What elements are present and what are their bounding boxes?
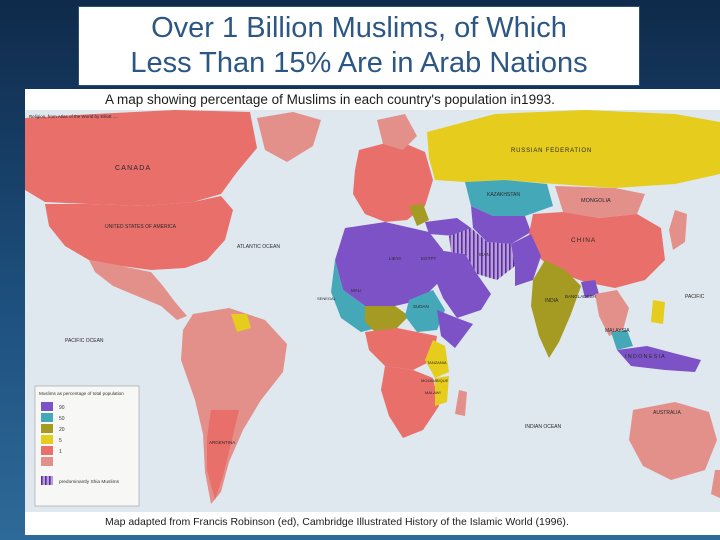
region-southern-africa: [381, 366, 439, 438]
label-pacific: PACIFIC OCEAN: [65, 338, 104, 344]
slide-title: Over 1 Billion Muslims, of Which Less Th…: [78, 6, 640, 86]
legend-label-5: 5: [59, 438, 62, 444]
label-malawi: MALAWI: [425, 390, 441, 395]
region-india: [531, 260, 581, 358]
legend-title: Muslims as percentage of total populatio…: [39, 391, 124, 396]
region-kazakhstan: [465, 180, 553, 216]
legend-swatch-shia: [41, 476, 53, 485]
map-credit: Map adapted from Francis Robinson (ed), …: [105, 516, 569, 528]
label-libya: LIBYA: [389, 256, 401, 261]
region-se-asia: [595, 290, 629, 336]
region-central-asia: [471, 206, 531, 244]
region-new-zealand: [711, 470, 720, 498]
legend-swatch-1: [41, 446, 53, 455]
legend-label-20: 20: [59, 427, 65, 433]
label-china: CHINA: [571, 237, 596, 244]
region-central-africa: [365, 328, 437, 370]
region-sudan: [405, 290, 445, 332]
label-senegal: SENEGAL: [317, 296, 337, 301]
label-iran: IRAN: [479, 252, 490, 257]
label-mongolia: MONGOLIA: [581, 198, 611, 204]
world-map: CANADA UNITED STATES OF AMERICA RUSSIAN …: [25, 110, 720, 512]
label-atlantic: ATLANTIC OCEAN: [237, 244, 280, 250]
slide-title-line-1: Over 1 Billion Muslims, of Which: [151, 12, 567, 44]
label-tanzania: TANZANIA: [427, 360, 447, 365]
label-indian: INDIAN OCEAN: [525, 424, 562, 430]
region-usa: [45, 196, 233, 270]
region-pakistan: [511, 234, 541, 286]
label-bangladesh: BANGLADESH: [565, 294, 596, 299]
legend-label-50: 50: [59, 416, 65, 422]
region-argentina: [207, 410, 239, 500]
region-indonesia: [617, 346, 701, 372]
map-inset-note: Religion, from Atlas of the World by Ell…: [29, 114, 118, 119]
region-malaysia: [611, 330, 633, 350]
label-russia: RUSSIAN FEDERATION: [511, 148, 592, 154]
slide-title-line-2: Less Than 15% Are in Arab Nations: [130, 47, 588, 79]
region-tanzania: [425, 340, 449, 378]
region-mexico: [89, 260, 187, 320]
legend-swatch-lt1: [41, 457, 53, 466]
region-mongolia: [555, 186, 645, 218]
region-arabia: [433, 250, 491, 318]
region-philippines: [651, 300, 665, 324]
legend-swatch-20: [41, 424, 53, 433]
region-guianas: [231, 314, 251, 332]
map-caption: A map showing percentage of Muslims in e…: [105, 92, 555, 107]
label-malaysia: MALAYSIA: [605, 328, 630, 334]
region-japan: [669, 210, 687, 250]
label-pacific-east: PACIFIC: [685, 294, 705, 300]
region-canada: [25, 110, 257, 206]
legend-swatch-5: [41, 435, 53, 444]
legend-swatch-50: [41, 413, 53, 422]
label-canada: CANADA: [115, 165, 151, 172]
region-horn: [437, 310, 473, 348]
label-kazakhstan: KAZAKHSTAN: [487, 192, 520, 198]
region-mozambique: [435, 376, 449, 406]
region-balkans: [409, 204, 429, 226]
region-europe: [353, 140, 433, 222]
label-indonesia: INDONESIA: [625, 354, 666, 360]
region-greenland: [257, 112, 321, 162]
label-australia: AUSTRALIA: [653, 410, 681, 416]
label-sudan: SUDAN: [413, 304, 429, 309]
label-mali: MALI: [351, 288, 362, 293]
legend-label-1: 1: [59, 449, 62, 455]
region-north-africa: [335, 222, 443, 306]
label-india: INDIA: [545, 298, 559, 304]
region-iran: [465, 228, 515, 280]
region-turkey: [425, 218, 471, 236]
region-russia: [427, 110, 720, 188]
region-bangladesh: [581, 280, 599, 298]
legend-swatch-90: [41, 402, 53, 411]
label-usa: UNITED STATES OF AMERICA: [105, 224, 177, 230]
label-argentina: ARGENTINA: [209, 440, 235, 445]
region-nigeria: [365, 306, 409, 332]
region-australia: [629, 402, 717, 480]
region-scandinavia: [377, 114, 417, 150]
label-egypt: EGYPT: [421, 256, 437, 261]
region-madagascar: [455, 390, 467, 416]
map-legend: Muslims as percentage of total populatio…: [34, 385, 140, 507]
label-mozambique: MOZAMBIQUE: [421, 378, 449, 383]
legend-label-shia: predominantly Shia Muslims: [59, 479, 120, 485]
legend-label-90: 90: [59, 405, 65, 411]
region-iraq: [449, 228, 471, 254]
